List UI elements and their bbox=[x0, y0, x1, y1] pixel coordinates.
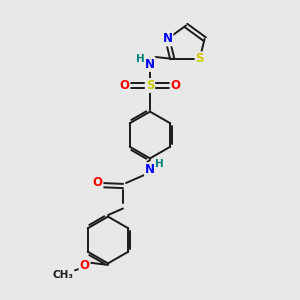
Text: CH₃: CH₃ bbox=[52, 269, 74, 280]
Text: S: S bbox=[196, 52, 204, 65]
Text: N: N bbox=[145, 163, 155, 176]
Text: S: S bbox=[146, 79, 154, 92]
Text: N: N bbox=[163, 32, 172, 46]
Text: O: O bbox=[119, 79, 130, 92]
Text: O: O bbox=[80, 259, 90, 272]
Text: O: O bbox=[92, 176, 103, 190]
Text: H: H bbox=[155, 159, 164, 169]
Text: N: N bbox=[145, 58, 155, 71]
Text: O: O bbox=[170, 79, 181, 92]
Text: H: H bbox=[136, 54, 145, 64]
